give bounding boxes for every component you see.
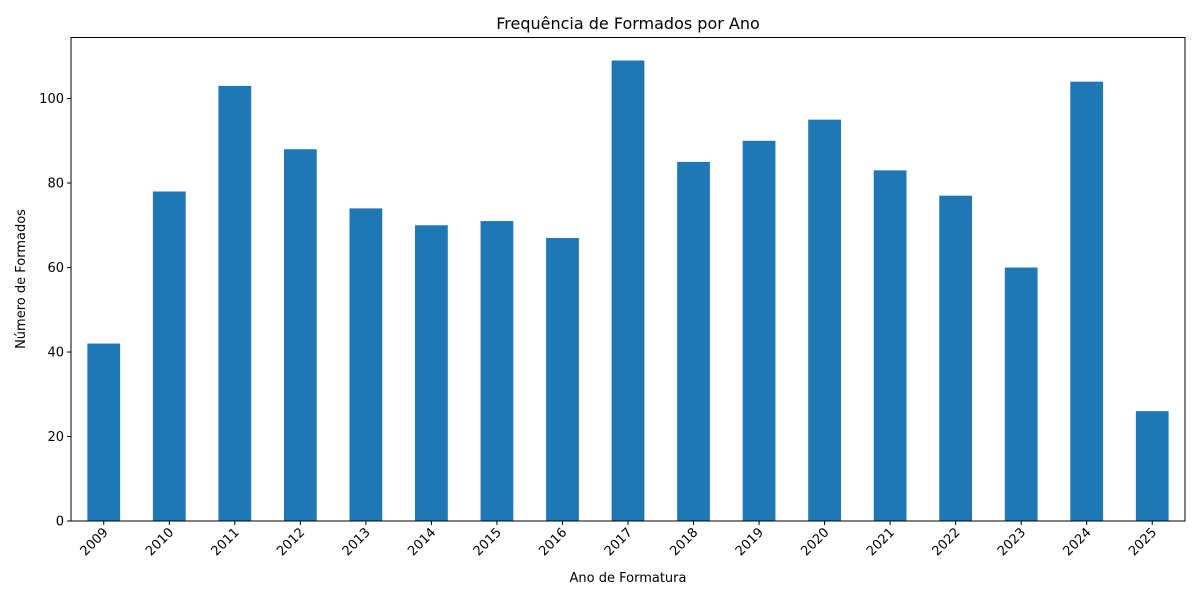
x-tick-label: 2024: [1061, 525, 1095, 559]
x-tick-label: 2013: [340, 525, 374, 559]
y-tick-label: 40: [47, 346, 64, 361]
x-tick-label: 2010: [143, 525, 177, 559]
plot-frame: [70, 37, 1186, 522]
chart-title: Frequência de Formados por Ano: [496, 14, 760, 33]
y-tick-label: 0: [56, 515, 64, 530]
x-tick-label: 2018: [667, 525, 701, 559]
x-tick-label: 2022: [929, 525, 963, 559]
bar-2017: [611, 60, 645, 522]
bar-2009: [87, 343, 121, 521]
bar-2012: [283, 149, 317, 522]
bar-2018: [677, 161, 710, 521]
y-tick-label: 100: [39, 92, 64, 107]
bar-2014: [415, 225, 448, 521]
bar-2011: [218, 85, 252, 522]
y-axis-title: Número de Formados: [14, 209, 29, 349]
bar-2025: [1135, 411, 1169, 521]
bars-group: [87, 60, 1169, 522]
x-tick-label: 2015: [471, 525, 505, 559]
x-tick-label: 2025: [1126, 525, 1160, 559]
x-tick-label: 2017: [602, 525, 636, 559]
y-axis: 0 20 40 60 80 100: [39, 92, 71, 530]
bar-2024: [1070, 81, 1104, 522]
bar-2013: [349, 208, 383, 521]
bar-2021: [873, 170, 907, 522]
x-tick-label: 2023: [995, 525, 1029, 559]
x-tick-label: 2009: [78, 525, 112, 559]
bar-2010: [152, 191, 186, 522]
bar-2015: [480, 221, 514, 521]
bar-2020: [808, 119, 841, 522]
x-tick-label: 2016: [536, 525, 570, 559]
x-tick-label: 2014: [405, 525, 439, 559]
x-tick-label: 2012: [274, 525, 308, 559]
x-axis: 2009 2010 2011 2012 2013 2014 2015 2016 2017 2018…: [78, 521, 1160, 559]
x-tick-label: 2011: [209, 525, 243, 559]
y-tick-label: 20: [47, 430, 64, 445]
bar-2022: [939, 195, 973, 521]
bar-2019: [742, 140, 776, 522]
x-tick-label: 2020: [798, 525, 832, 559]
y-tick-label: 80: [47, 177, 64, 192]
x-axis-title: Ano de Formatura: [570, 571, 687, 586]
bar-2016: [546, 237, 579, 521]
y-tick-label: 60: [47, 261, 64, 276]
bar-2023: [1004, 267, 1038, 521]
x-tick-label: 2021: [864, 525, 898, 559]
x-tick-label: 2019: [733, 525, 767, 559]
